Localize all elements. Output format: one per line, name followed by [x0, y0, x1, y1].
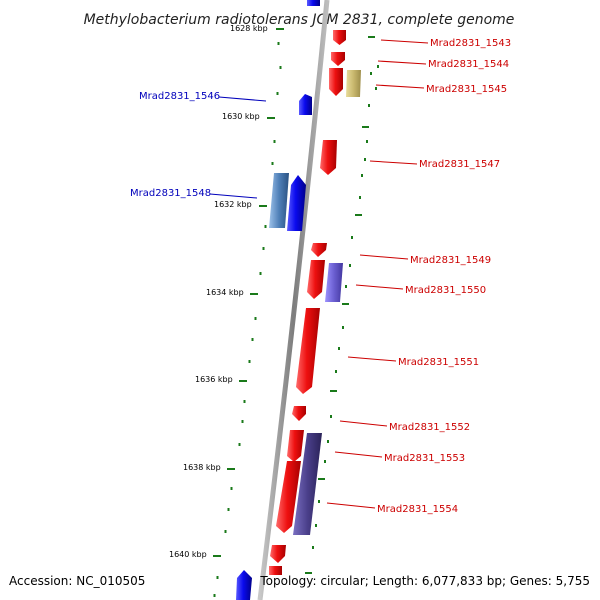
leader-Mrad2831_1545 [375, 84, 425, 89]
tick-label-1628: 1628 kbp [230, 24, 268, 33]
gene-arrow-bottom[interactable] [236, 570, 252, 600]
gene-label-Mrad2831_1549[interactable]: Mrad2831_1549 [410, 255, 491, 266]
gene-glyphs [236, 0, 361, 600]
tick-mark-1640 [213, 555, 221, 557]
tick-label-1634: 1634 kbp [206, 288, 244, 297]
gene-arrow-Mrad2831_1553[interactable] [287, 430, 304, 462]
genome-summary-text: Topology: circular; Length: 6,077,833 bp… [260, 574, 590, 588]
gene-arrow-Mrad2831_1554[interactable] [276, 461, 301, 533]
accession-text: Accession: NC_010505 [9, 574, 146, 588]
gene-label-Mrad2831_1553[interactable]: Mrad2831_1553 [384, 453, 465, 464]
gene-label-Mrad2831_1544[interactable]: Mrad2831_1544 [428, 59, 509, 70]
gene-arrow-lower-1[interactable] [270, 545, 286, 563]
gene-label-Mrad2831_1545[interactable]: Mrad2831_1545 [426, 84, 507, 95]
gene-label-Mrad2831_1547[interactable]: Mrad2831_1547 [419, 159, 500, 170]
gene-label-Mrad2831_1552[interactable]: Mrad2831_1552 [389, 422, 470, 433]
tick-mark-1634 [250, 293, 258, 295]
tick-label-1638: 1638 kbp [183, 463, 221, 472]
gene-arrow-partial-top[interactable] [307, 0, 320, 6]
gene-arrow-Mrad2831_1548[interactable] [287, 175, 306, 231]
tick-label-1636: 1636 kbp [195, 375, 233, 384]
gene-arrow-Mrad2831_1544[interactable] [331, 52, 345, 66]
leader-Mrad2831_1546 [218, 96, 267, 102]
leader-Mrad2831_1548 [209, 193, 258, 199]
tick-mark-1632 [259, 205, 267, 207]
tick-mark-1638 [227, 468, 235, 470]
gene-arrow-Mrad2831_1543[interactable] [333, 30, 346, 45]
genome-backbone [257, 0, 330, 600]
gene-label-Mrad2831_1551[interactable]: Mrad2831_1551 [398, 357, 479, 368]
tick-label-1630: 1630 kbp [222, 112, 260, 121]
leader-Mrad2831_1551 [347, 356, 397, 362]
gene-label-Mrad2831_1554[interactable]: Mrad2831_1554 [377, 504, 458, 515]
scale-tick-labels: 1628 kbp 1630 kbp 1632 kbp 1634 kbp 1636… [169, 24, 268, 559]
gene-feature-Mrad2831_1553[interactable] [293, 433, 322, 535]
tick-mark-1630 [267, 117, 275, 119]
scale-tick-marks [213, 28, 284, 557]
gene-arrow-Mrad2831_1547[interactable] [320, 140, 337, 175]
leader-Mrad2831_1552 [339, 420, 388, 427]
leader-Mrad2831_1550 [355, 284, 404, 290]
gene-arrow-lower-2[interactable] [269, 566, 282, 575]
leader-Mrad2831_1547 [369, 160, 418, 165]
gene-arrow-Mrad2831_1552[interactable] [292, 406, 306, 421]
gene-label-Mrad2831_1543[interactable]: Mrad2831_1543 [430, 38, 511, 49]
gene-arrow-Mrad2831_1545[interactable] [329, 68, 343, 96]
tick-label-1632: 1632 kbp [214, 200, 252, 209]
gene-arrow-Mrad2831_1550[interactable] [307, 260, 325, 299]
leader-Mrad2831_1554 [326, 502, 376, 509]
gene-arrow-Mrad2831_1546[interactable] [299, 94, 312, 115]
gene-arrow-Mrad2831_1549[interactable] [311, 243, 327, 257]
leader-Mrad2831_1543 [380, 39, 429, 44]
gene-label-Mrad2831_1546[interactable]: Mrad2831_1546 [139, 91, 220, 102]
gene-label-Mrad2831_1550[interactable]: Mrad2831_1550 [405, 285, 486, 296]
label-leader-lines [209, 39, 429, 509]
leader-Mrad2831_1549 [359, 254, 409, 260]
genome-title: Methylobacterium radiotolerans JCM 2831,… [84, 12, 515, 28]
right-ruler-track [305, 36, 379, 574]
left-ruler-track [213, 42, 282, 597]
leader-Mrad2831_1544 [377, 60, 427, 65]
gene-feature-Mrad2831_1550[interactable] [325, 263, 343, 302]
leader-Mrad2831_1553 [334, 451, 383, 458]
gene-labels: Mrad2831_1543 Mrad2831_1544 Mrad2831_154… [130, 38, 511, 515]
tick-mark-1628 [276, 28, 284, 30]
gene-feature-Mrad2831_1548[interactable] [269, 173, 289, 228]
gene-arrow-Mrad2831_1551[interactable] [296, 308, 320, 394]
tick-mark-1636 [239, 380, 247, 382]
tick-label-1640: 1640 kbp [169, 550, 207, 559]
gene-label-Mrad2831_1548[interactable]: Mrad2831_1548 [130, 188, 211, 199]
gene-feature-Mrad2831_1545[interactable] [346, 70, 361, 97]
